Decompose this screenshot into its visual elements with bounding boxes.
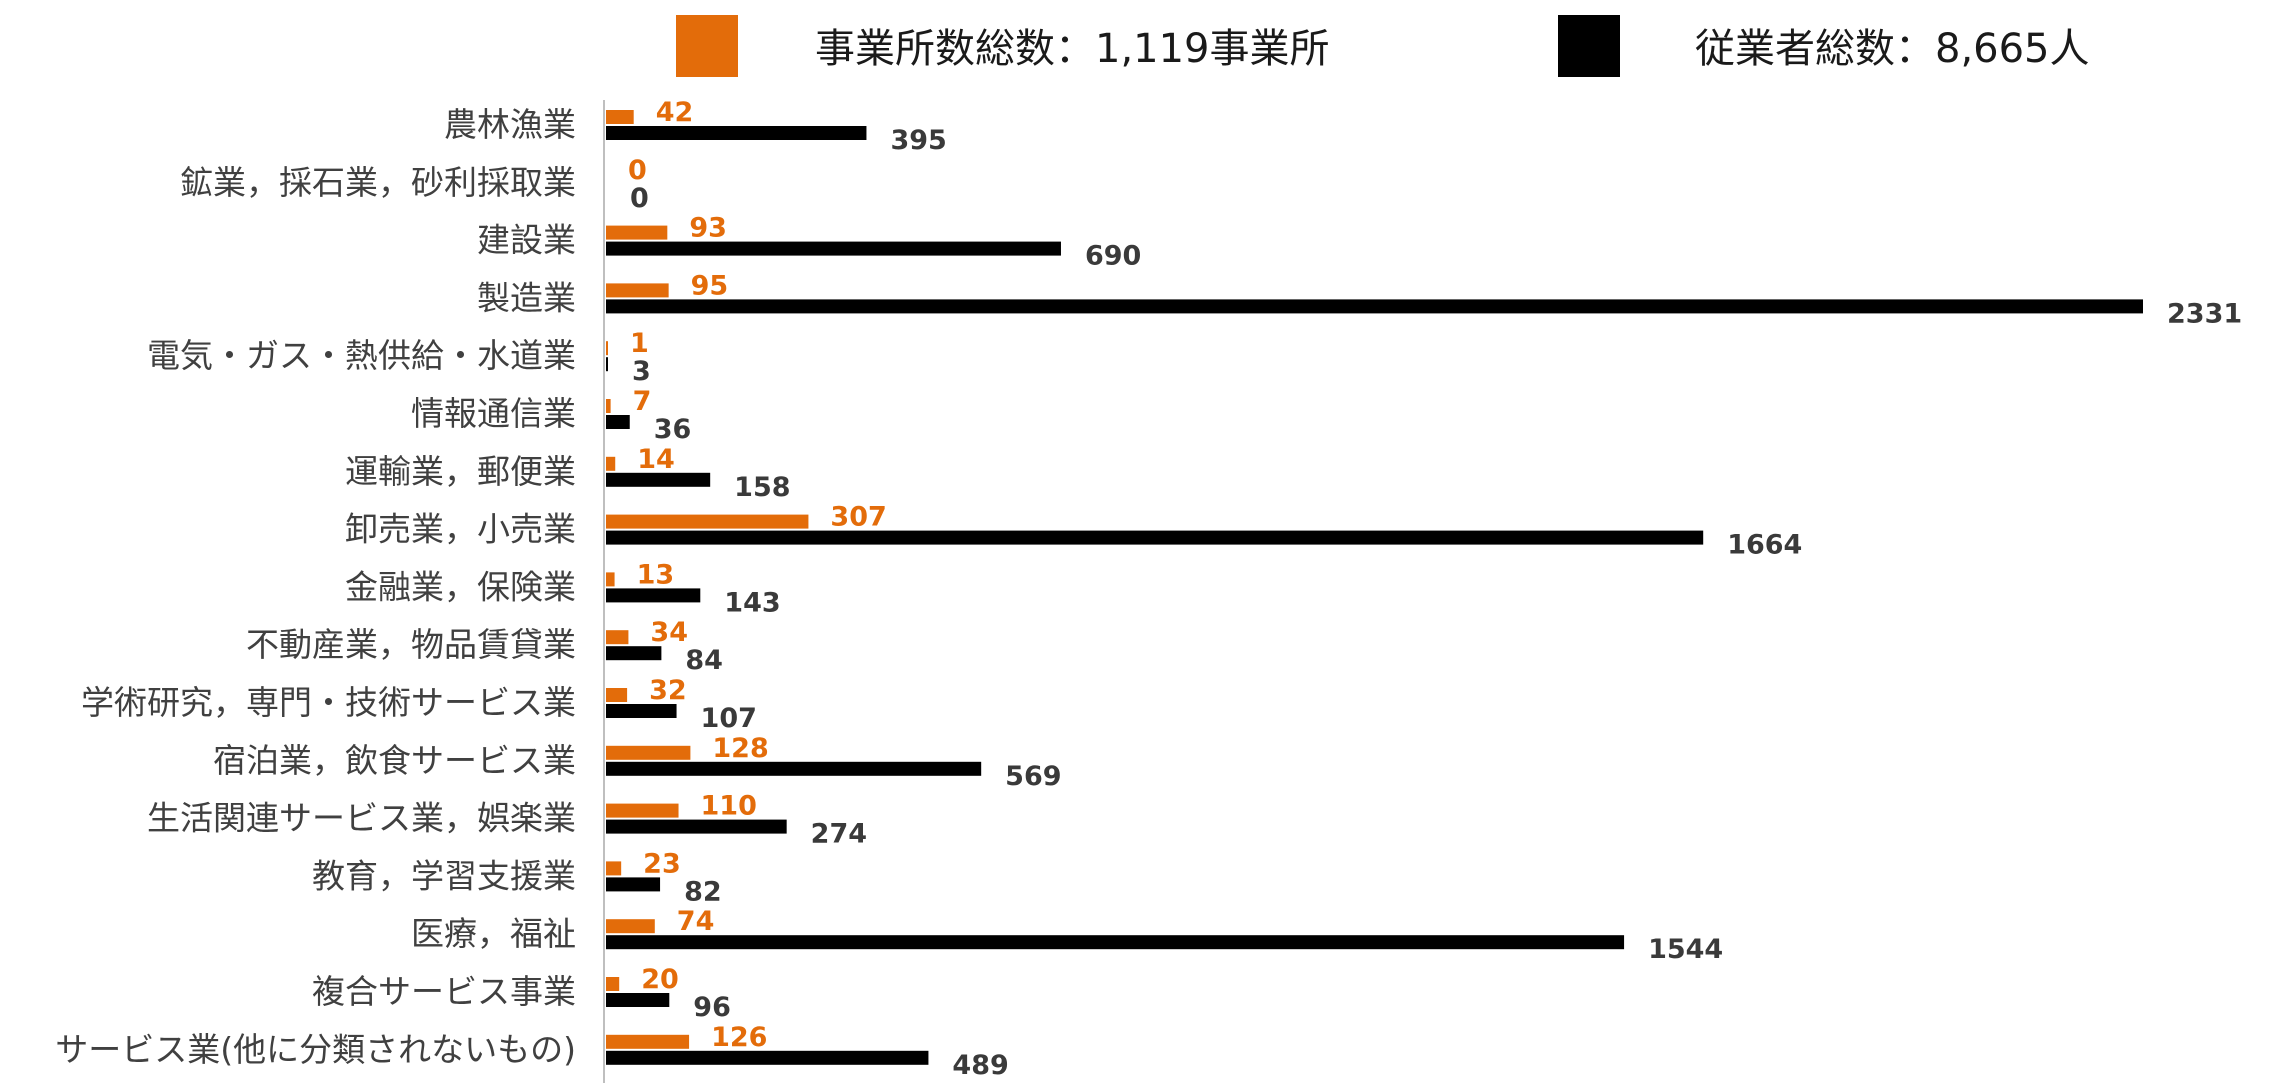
- bar-employees: [606, 472, 711, 487]
- bar-establishments: [606, 456, 616, 471]
- data-label-establishments: 128: [712, 733, 768, 764]
- data-label-employees: 1664: [1727, 530, 1802, 561]
- legend-swatch-1: [676, 15, 738, 77]
- data-label-employees: 2331: [2167, 298, 2242, 329]
- data-label-establishments: 23: [643, 848, 681, 879]
- data-label-establishments: 93: [689, 213, 727, 244]
- bar-employees: [606, 1050, 929, 1065]
- legend: 事業所数総数：1,119事業所 従業者総数：8,665人: [676, 15, 2090, 77]
- bars: [606, 110, 2143, 1065]
- data-label-establishments: 7: [633, 386, 652, 417]
- category-label: 学術研究，専門・技術サービス業: [81, 683, 576, 722]
- bar-employees: [606, 877, 661, 892]
- bar-establishments: [606, 110, 634, 124]
- category-label: 医療，福祉: [411, 914, 576, 953]
- data-label-employees: 158: [734, 472, 790, 503]
- data-label-employees: 143: [724, 587, 780, 618]
- bar-establishments: [606, 630, 629, 645]
- data-label-employees: 569: [1005, 761, 1061, 792]
- bar-employees: [606, 935, 1625, 950]
- bar-establishments: [606, 803, 679, 818]
- category-labels: 農林漁業鉱業，採石業，砂利採取業建設業製造業電気・ガス・熱供給・水道業情報通信業…: [55, 105, 576, 1069]
- category-label: 鉱業，採石業，砂利採取業: [180, 163, 576, 202]
- bar-establishments: [606, 341, 608, 356]
- bar-establishments: [606, 745, 691, 760]
- legend-label-1: 事業所数総数：1,119事業所: [815, 26, 1330, 72]
- bar-employees: [606, 588, 701, 603]
- bar-employees: [606, 646, 662, 661]
- data-label-establishments: 95: [691, 270, 729, 301]
- bar-establishments: [606, 919, 655, 934]
- data-label-establishments: 1: [630, 328, 649, 359]
- category-label: 電気・ガス・熱供給・水道業: [147, 336, 576, 375]
- bar-establishments: [606, 399, 611, 413]
- bar-establishments: [606, 977, 620, 991]
- bar-employees: [606, 819, 787, 834]
- category-label: 宿泊業，飲食サービス業: [213, 741, 576, 780]
- data-label-employees: 107: [701, 703, 757, 734]
- category-label: 教育，学習支援業: [312, 856, 576, 895]
- bar-employees: [606, 704, 677, 718]
- data-label-establishments: 34: [650, 617, 688, 648]
- bar-establishments: [606, 861, 622, 876]
- category-label: サービス業(他に分類されないもの): [55, 1030, 576, 1069]
- data-label-employees: 395: [890, 125, 946, 156]
- legend-swatch-2: [1558, 15, 1620, 77]
- data-label-establishments: 42: [656, 97, 694, 128]
- data-label-employees: 96: [693, 992, 731, 1023]
- data-label-employees: 1544: [1648, 934, 1723, 965]
- data-label-employees: 36: [654, 414, 692, 445]
- category-label: 複合サービス事業: [312, 972, 576, 1011]
- data-label-employees: 690: [1085, 241, 1141, 272]
- data-label-employees: 84: [685, 645, 723, 676]
- bar-employees: [606, 530, 1704, 545]
- bar-establishments: [606, 1034, 690, 1049]
- data-label-employees: 3: [632, 356, 651, 387]
- data-label-establishments: 74: [677, 906, 715, 937]
- data-label-establishments: 110: [701, 791, 757, 822]
- bar-employees: [606, 993, 670, 1007]
- bar-employees: [606, 415, 630, 429]
- category-label: 生活関連サービス業，娯楽業: [147, 799, 576, 838]
- category-label: 不動産業，物品賃貸業: [246, 625, 576, 664]
- legend-label-2: 従業者総数：8,665人: [1695, 26, 2090, 72]
- bar-employees: [606, 761, 982, 776]
- bar-establishments: [606, 225, 668, 240]
- data-label-employees: 0: [630, 183, 649, 214]
- data-label-establishments: 307: [830, 502, 886, 533]
- data-label-employees: 274: [811, 819, 867, 850]
- data-label-establishments: 0: [628, 155, 647, 186]
- data-label-establishments: 32: [649, 675, 687, 706]
- category-label: 建設業: [477, 221, 576, 260]
- bar-establishments: [606, 283, 669, 298]
- bar-employees: [606, 241, 1061, 256]
- category-label: 情報通信業: [411, 394, 576, 433]
- bar-employees: [606, 357, 608, 372]
- data-label-employees: 489: [952, 1050, 1008, 1081]
- bar-establishments: [606, 514, 809, 529]
- bar-establishments: [606, 688, 628, 702]
- bar-employees: [606, 126, 867, 140]
- category-label: 運輸業，郵便業: [345, 452, 576, 491]
- data-label-establishments: 126: [711, 1022, 767, 1053]
- bar-establishments: [606, 572, 615, 587]
- category-label: 卸売業，小売業: [345, 510, 576, 549]
- value-labels: 4239500936909523311373614158307166413143…: [628, 97, 2242, 1081]
- bar-employees: [606, 299, 2143, 314]
- data-label-establishments: 14: [637, 444, 675, 475]
- category-label: 農林漁業: [444, 105, 576, 144]
- category-label: 製造業: [477, 278, 576, 317]
- data-label-employees: 82: [684, 876, 722, 907]
- data-label-establishments: 13: [637, 559, 675, 590]
- category-label: 金融業，保険業: [345, 567, 576, 606]
- data-label-establishments: 20: [641, 964, 679, 995]
